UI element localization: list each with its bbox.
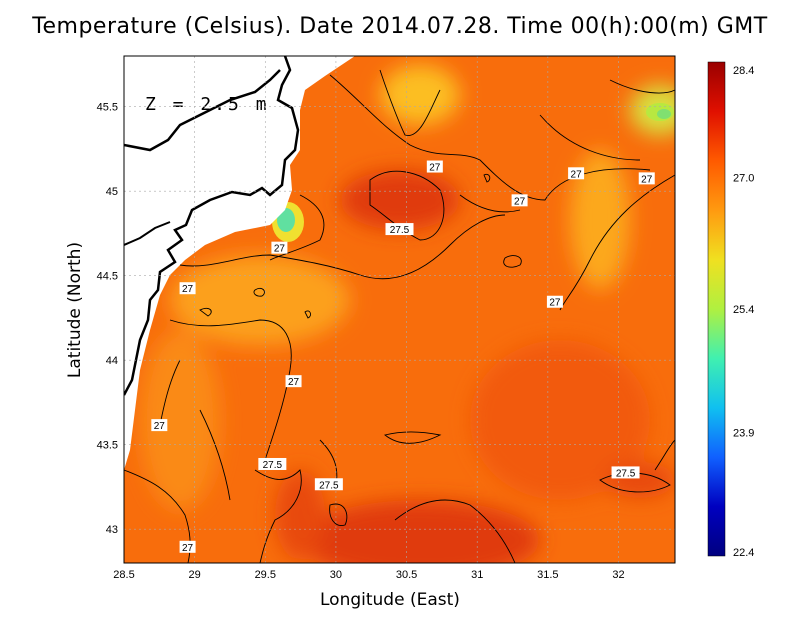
x-tick-label: 31.5	[537, 569, 558, 581]
contour-label-box	[546, 295, 563, 308]
contour-label: 27	[511, 194, 528, 207]
contour-label: 27.5	[314, 478, 343, 491]
contour-label-box	[271, 241, 288, 254]
depth-label: Z = 2.5 m	[145, 94, 270, 115]
contour-label-box	[426, 160, 443, 173]
x-tick-label: 28.5	[113, 569, 134, 581]
contour-label-box	[511, 194, 528, 207]
contour-label: 27	[426, 160, 443, 174]
y-tick-label: 43.5	[97, 440, 118, 452]
y-tick-label: 44.5	[97, 271, 118, 283]
contour-label: 27	[546, 295, 563, 309]
contour-label-text: 27	[182, 543, 194, 554]
contour-label-box	[314, 478, 343, 491]
x-axis-title: Longitude (East)	[320, 590, 460, 610]
contour-label-text: 27	[274, 244, 286, 255]
contour-label: 27	[151, 419, 168, 432]
contour-label: 27.5	[258, 457, 287, 471]
contour-label-text: 27.5	[263, 460, 283, 471]
x-axis-ticks: 28.5 29 29.5 30 30.5 31 31.5 32	[113, 569, 624, 581]
land-mask	[124, 56, 355, 470]
temperature-field: Z = 2.5 m	[124, 56, 675, 563]
contour-label-text: 27.5	[616, 468, 636, 479]
y-tick-label: 45	[106, 186, 118, 198]
colorbar-tick-label: 22.4	[733, 547, 754, 559]
contour-label-box	[258, 457, 287, 470]
contour-label: 27	[638, 172, 655, 185]
map-title: Temperature (Celsius). Date 2014.07.28. …	[32, 14, 768, 39]
contour-label: 27	[271, 241, 288, 255]
contour-label-text: 27	[549, 298, 561, 309]
contour-labels: 27 27 27 27 27.5 27 27 27 27 27 27.5 27.5 27.5 27	[151, 160, 655, 554]
contour-label-text: 27	[429, 163, 441, 174]
x-tick-label: 30.5	[396, 569, 417, 581]
contour-label-text: 27.5	[390, 225, 410, 236]
colorbar-tick-label: 27.0	[733, 172, 754, 184]
colorbar-tick-label: 23.9	[733, 428, 754, 440]
colorbar-tick-label: 28.4	[733, 65, 754, 77]
contour-label-text: 27	[154, 421, 166, 432]
contour-label: 27	[568, 167, 585, 180]
contour-label: 27	[285, 375, 302, 388]
y-tick-label: 43	[106, 524, 118, 536]
contour-label-text: 27	[641, 174, 653, 185]
plot-frame	[123, 55, 676, 564]
contour-label-box	[179, 540, 196, 553]
x-tick-label: 29.5	[255, 569, 276, 581]
contour-label-text: 27.5	[319, 480, 339, 491]
contour-label-text: 27	[514, 196, 526, 207]
y-axis-title: Latitude (North)	[65, 241, 85, 379]
x-tick-label: 30	[330, 569, 342, 581]
contour-label-box	[151, 419, 168, 432]
contour-label-box	[568, 167, 585, 180]
coastline	[124, 56, 300, 396]
contour-label-box	[611, 466, 640, 479]
contour-label-box	[285, 375, 302, 388]
x-tick-label: 31	[471, 569, 483, 581]
contour-label-box	[385, 223, 414, 236]
contour-label: 27	[179, 540, 196, 554]
colorbar-tick-label: 25.4	[733, 304, 754, 316]
contour-label-text: 27	[182, 284, 194, 295]
x-tick-label: 29	[189, 569, 201, 581]
contour-label: 27	[179, 282, 196, 295]
y-tick-label: 45.5	[97, 102, 118, 114]
contour-label-box	[638, 172, 655, 185]
contour-label-text: 27	[288, 377, 300, 388]
colorbar	[707, 61, 726, 557]
contour-label: 27.5	[611, 466, 640, 479]
colorbar-ticks: 28.4 27.0 25.4 23.9 22.4	[733, 65, 754, 559]
contour-label: 27.5	[385, 223, 414, 236]
contour-label-box	[179, 282, 196, 295]
y-axis-ticks: 43 43.5 44 44.5 45 45.5	[97, 102, 118, 537]
y-tick-label: 44	[106, 355, 118, 367]
contour-label-text: 27	[571, 169, 583, 180]
x-tick-label: 32	[612, 569, 624, 581]
grid-lines	[124, 56, 675, 563]
